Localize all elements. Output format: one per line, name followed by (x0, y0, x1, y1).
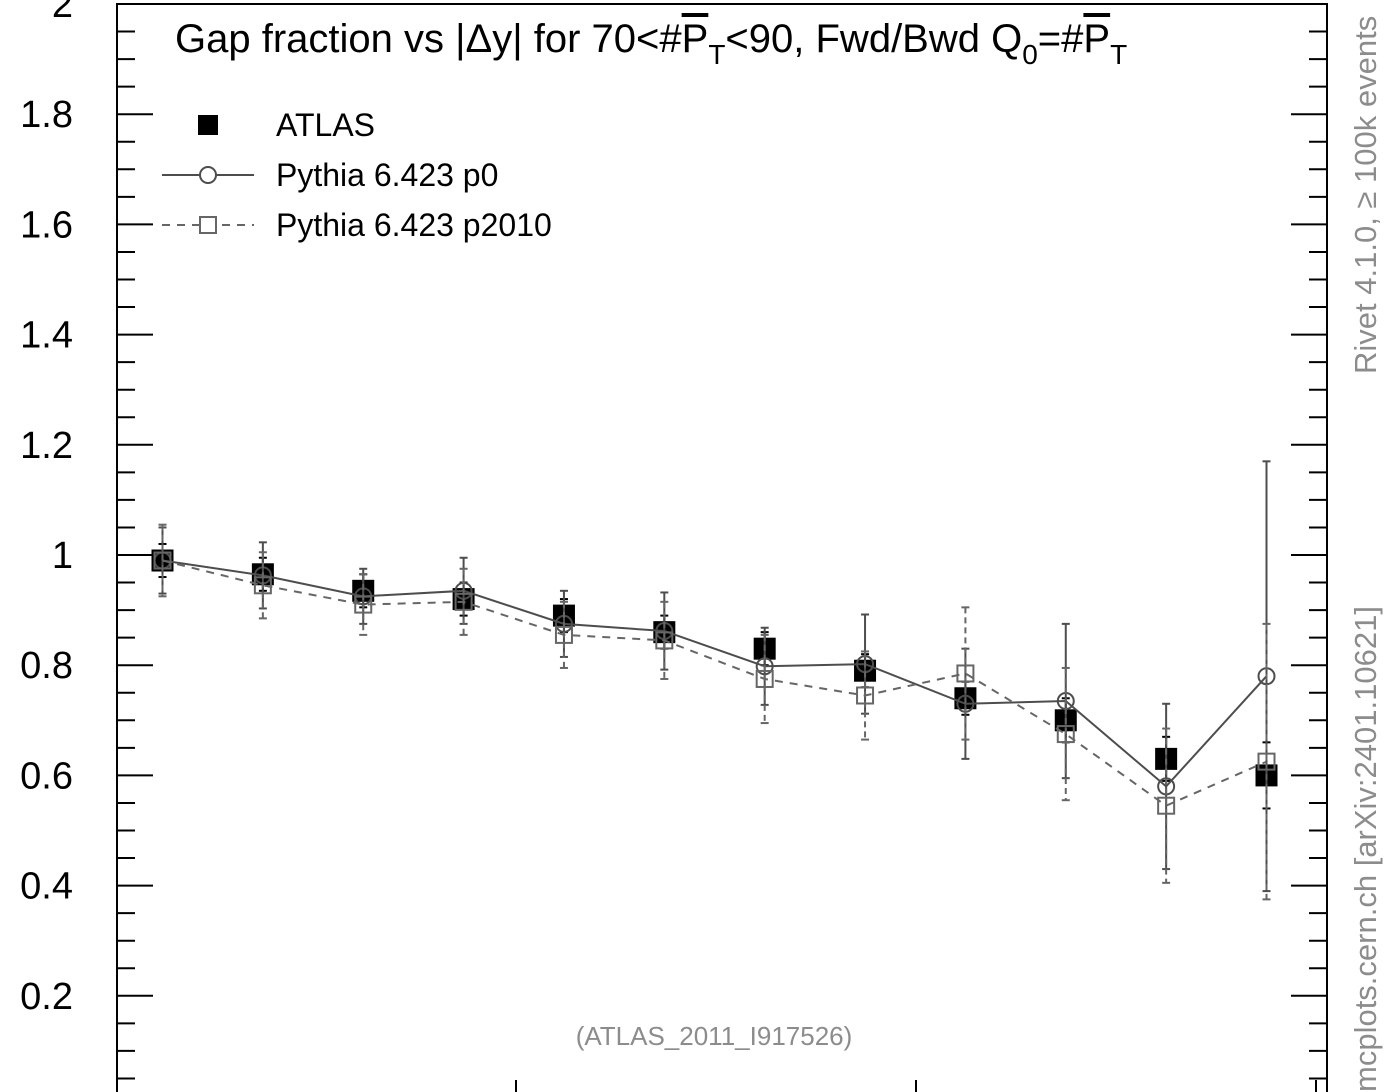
y-tick-label: 1 (52, 535, 73, 577)
series-0 (151, 542, 1278, 810)
y-tick-label: 1.8 (20, 94, 73, 136)
title-pt2-sub: T (1110, 39, 1127, 70)
data-point (454, 592, 473, 611)
data-point (956, 664, 975, 683)
title-pt1-sub: T (708, 39, 725, 70)
title-q-sub: 0 (1022, 39, 1038, 70)
data-point (755, 669, 774, 688)
title-pt2-letter: P (1083, 17, 1110, 61)
title-main: Gap fraction vs |Δy| for 70<# (175, 17, 682, 61)
data-point (856, 686, 875, 705)
y-tick-label: 2 (52, 0, 73, 26)
legend-p2010-marker (199, 216, 217, 234)
y-tick-label: 1.2 (20, 425, 73, 467)
data-point (1157, 796, 1176, 815)
legend-p2010-label: Pythia 6.423 p2010 (276, 207, 552, 243)
y-tick-label: 1.6 (20, 204, 73, 246)
data-point (1257, 752, 1276, 771)
title-eq: =# (1038, 17, 1084, 61)
chart-title: Gap fraction vs |Δy| for 70<#PT<90, Fwd/… (175, 17, 1127, 70)
legend: ATLAS Pythia 6.423 p0 Pythia 6.423 p2010 (162, 107, 552, 243)
y-tick-labels: 0.2 0.4 0.6 0.8 1 1.2 1.4 1.6 1.8 2 (20, 0, 73, 1018)
data-point (354, 595, 373, 614)
data-point (1056, 725, 1075, 744)
data-point (153, 551, 172, 570)
y-tick-label: 0.8 (20, 645, 73, 687)
legend-atlas-label: ATLAS (276, 107, 375, 143)
title-pt1-letter: P (682, 17, 709, 61)
y-tick-label: 0.4 (20, 866, 73, 908)
analysis-tag: (ATLAS_2011_I917526) (576, 1021, 853, 1051)
legend-atlas-marker (198, 115, 218, 135)
data-point (655, 631, 674, 650)
y-tick-label: 0.2 (20, 976, 73, 1018)
data-point (554, 625, 573, 644)
data-point (253, 576, 272, 595)
y-tick-label: 1.4 (20, 315, 73, 357)
series-line (162, 559, 1267, 807)
rivet-version-label: Rivet 4.1.0, ≥ 100k events (1348, 16, 1383, 374)
legend-p0-label: Pythia 6.423 p0 (276, 157, 498, 193)
y-tick-label: 0.6 (20, 755, 73, 797)
legend-p0-marker (199, 166, 217, 184)
series-2 (153, 523, 1276, 901)
plot-axes (116, 3, 1328, 1092)
series-layer (151, 460, 1278, 901)
mcplots-source-label: mcplots.cern.ch [arXiv:2401.10621] (1348, 606, 1383, 1092)
series-1 (153, 460, 1276, 893)
title-mid: <90, Fwd/Bwd Q (725, 17, 1022, 61)
series-line (162, 559, 1268, 788)
